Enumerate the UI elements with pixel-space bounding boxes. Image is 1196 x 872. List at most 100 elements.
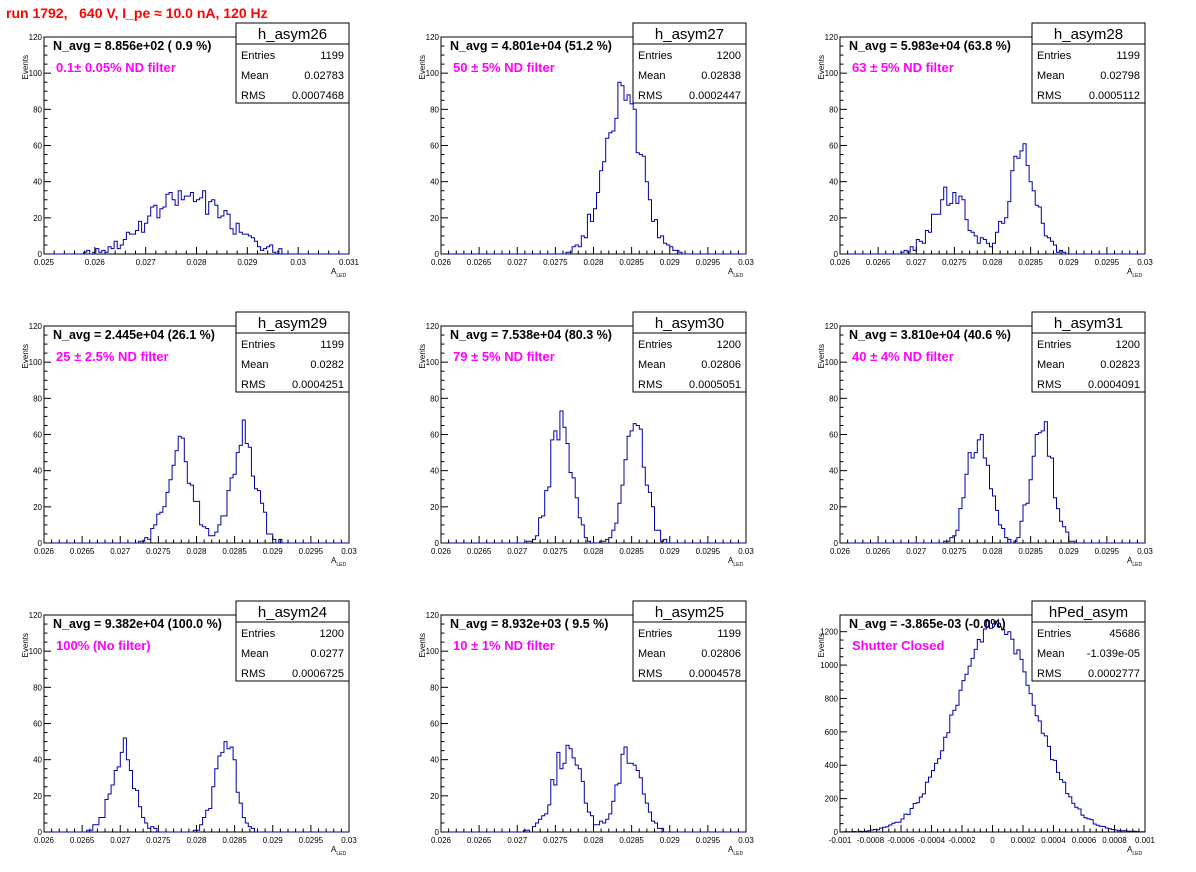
histogram-name: h_asym28 [1054,26,1123,43]
stat-label: RMS [1037,379,1061,391]
x-tick-label: 0.0265 [866,547,891,556]
stat-value: 1200 [1116,339,1140,351]
y-tick-label: 120 [29,33,43,42]
y-tick-label: 1200 [820,628,838,637]
stat-value: 0.02806 [701,648,741,660]
x-tick-label: 0.026 [34,836,55,845]
histogram-line [441,81,746,255]
x-axis-label: ALED [331,845,346,857]
histogram-line [441,410,746,544]
histogram-line [441,744,746,833]
x-tick-label: 0.0265 [70,836,95,845]
stat-label: RMS [638,668,662,680]
y-axis-label: Events [817,55,826,79]
x-tick-label: 0.026 [85,258,106,267]
x-tick-label: 0.028 [982,258,1003,267]
stat-label: Entries [638,339,673,351]
y-axis-label: Events [817,633,826,657]
x-tick-label: 0.0275 [146,547,171,556]
x-tick-label: 0.0275 [543,836,568,845]
histogram-line [840,143,1145,255]
histogram-name: h_asym29 [258,315,327,332]
x-axis-label: ALED [1127,556,1142,568]
y-tick-label: 20 [829,214,838,223]
x-tick-label: 0.0265 [467,258,492,267]
x-axis-label-main: A [728,556,734,565]
stat-label: Entries [1037,339,1072,351]
y-tick-label: 80 [829,105,838,114]
y-tick-label: 40 [33,178,42,187]
y-tick-label: 600 [825,728,839,737]
stat-label: RMS [241,379,265,391]
stat-label: Entries [638,50,673,62]
x-axis-label-sub: LED [336,273,346,279]
histogram-line [44,419,349,544]
x-tick-label: 0.028 [583,258,604,267]
stat-value: 0.02838 [701,70,741,82]
stat-label: Entries [1037,628,1072,640]
histogram-line [44,737,349,833]
page-title: run 1792, 640 V, I_pe ≈ 10.0 nA, 120 Hz [6,5,268,21]
y-tick-label: 120 [825,33,839,42]
stat-label: Mean [1037,359,1065,371]
y-tick-label: 60 [430,431,439,440]
x-tick-label: 0.03 [1137,547,1153,556]
x-axis-label: ALED [1127,267,1142,279]
x-tick-label: 0.029 [1059,258,1080,267]
y-tick-label: 20 [33,503,42,512]
stats-box [235,311,350,393]
y-axis-label: Events [817,344,826,368]
x-axis-label: ALED [728,556,743,568]
y-tick-label: 20 [430,792,439,801]
navg-label: N_avg = 7.538e+04 (80.3 %) [450,328,612,342]
stat-label: Mean [1037,648,1065,660]
x-tick-label: 0.027 [507,258,528,267]
stat-label: RMS [638,90,662,102]
x-tick-label: 0.0285 [1018,547,1043,556]
y-tick-label: 20 [829,503,838,512]
histogram-line [840,421,1145,544]
x-tick-label: 0 [990,836,995,845]
y-tick-label: 100 [426,647,440,656]
x-tick-label: 0.026 [830,547,851,556]
x-tick-label: 0.031 [339,258,360,267]
stat-value: 0.0006725 [292,668,344,680]
x-tick-label: 0.026 [431,547,452,556]
x-tick-label: 0.028 [186,547,207,556]
x-tick-label: 0.0295 [696,836,721,845]
x-tick-label: 0.0265 [467,547,492,556]
x-tick-label: 0.0265 [866,258,891,267]
x-tick-label: 0.029 [237,258,258,267]
filter-label: 100% (No filter) [56,638,151,653]
stat-value: 0.0282 [310,359,344,371]
stat-value: 0.02823 [1100,359,1140,371]
y-tick-label: 120 [29,322,43,331]
histogram-name: h_asym27 [655,26,724,43]
stat-label: RMS [638,379,662,391]
x-tick-label: 0.0285 [619,836,644,845]
stats-box [1031,600,1146,682]
stat-value: 45686 [1109,628,1140,640]
navg-label: N_avg = 4.801e+04 (51.2 %) [450,39,612,53]
stats-box [1031,22,1146,104]
y-tick-label: 60 [430,142,439,151]
stat-value: 0.0007468 [292,90,344,102]
x-tick-label: 0.0265 [467,836,492,845]
x-tick-label: 0.027 [110,547,131,556]
histogram-panel-h_asym31: 0.026 0.0265 0.027 0.0275 0.028 0.0285 0.029 0.… [817,311,1153,568]
stat-label: Entries [241,50,276,62]
x-tick-label: 0.0008 [1102,836,1127,845]
y-tick-label: 80 [430,683,439,692]
x-axis-label-main: A [331,556,337,565]
x-tick-label: 0.026 [830,258,851,267]
navg-label: N_avg = 8.856e+02 ( 0.9 %) [53,39,211,53]
stat-label: Mean [638,70,666,82]
x-axis-label-sub: LED [336,851,346,857]
x-tick-label: 0.029 [660,836,681,845]
y-tick-label: 80 [430,394,439,403]
x-tick-label: 0.029 [263,547,284,556]
y-axis-label: Events [418,344,427,368]
x-axis-label-main: A [331,845,337,854]
x-tick-label: 0.028 [186,258,207,267]
